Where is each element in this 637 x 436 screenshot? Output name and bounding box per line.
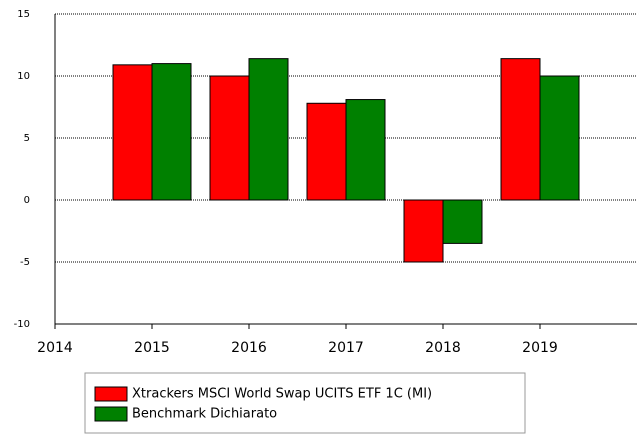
x-tick-label: 2016	[231, 340, 267, 356]
bar	[500, 58, 541, 201]
x-tick-label: 2017	[328, 340, 364, 356]
bar	[209, 75, 250, 201]
y-tick-label: 0	[24, 195, 30, 206]
bar	[403, 199, 444, 263]
bar	[306, 102, 347, 201]
legend-label: Benchmark Dichiarato	[132, 407, 277, 422]
y-tick-label: 15	[17, 9, 30, 20]
legend-swatch	[94, 386, 128, 402]
x-tick-label: 2019	[522, 340, 558, 356]
y-tick-label: 5	[24, 133, 30, 144]
y-tick-label: -5	[20, 257, 30, 268]
bar	[442, 199, 483, 244]
bar	[112, 64, 153, 201]
y-tick-label: 10	[17, 71, 30, 82]
bar	[345, 99, 386, 201]
legend-swatch	[94, 406, 128, 422]
legend-label: Xtrackers MSCI World Swap UCITS ETF 1C (…	[132, 387, 432, 402]
x-tick-label: 2014	[37, 340, 73, 356]
legend-box	[84, 372, 526, 434]
x-tick-label: 2015	[134, 340, 170, 356]
bar	[248, 58, 289, 201]
bar	[539, 75, 580, 201]
bar	[151, 63, 192, 201]
y-tick-label: -10	[14, 319, 30, 330]
x-tick-label: 2018	[425, 340, 461, 356]
